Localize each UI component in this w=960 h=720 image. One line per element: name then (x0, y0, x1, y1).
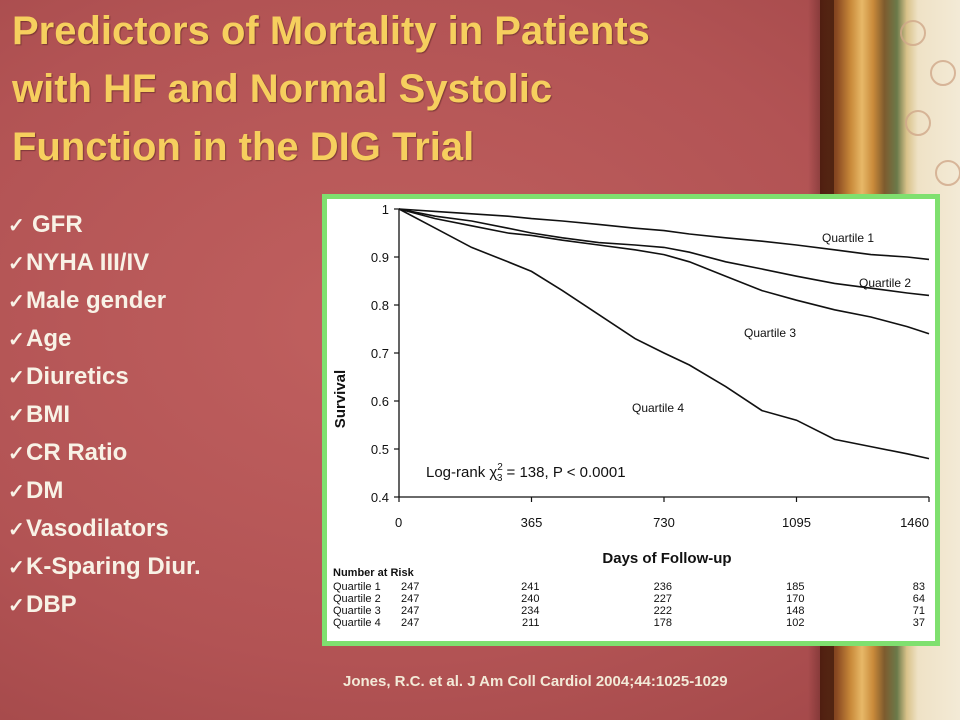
series-label-quartile-4: Quartile 4 (632, 401, 684, 415)
citation: Jones, R.C. et al. J Am Coll Cardiol 200… (343, 673, 728, 690)
series-line-quartile-2 (398, 208, 930, 297)
y-tick-label: 1 (382, 202, 389, 217)
survival-chart: Survival Days of Follow-up Log-rank χ2 3 … (332, 202, 930, 629)
risk-cell: 185 (786, 581, 804, 593)
checkmark-icon: ✓ (8, 556, 25, 579)
list-item: ✓ Age (8, 320, 201, 358)
risk-cell: 222 (654, 605, 672, 617)
risk-table-header: Number at Risk (333, 567, 415, 579)
list-item: ✓ K-Sparing Diur. (8, 548, 201, 586)
risk-cell: 211 (522, 617, 540, 629)
figure-panel: Survival Days of Follow-up Log-rank χ2 3 … (327, 199, 935, 641)
risk-cell: 247 (401, 581, 419, 593)
risk-row-label: Quartile 1 (333, 581, 381, 593)
flower-ornament (900, 20, 926, 46)
risk-table: Number at Risk (333, 567, 415, 579)
list-item: ✓ DM (8, 472, 201, 510)
list-item: ✓ GFR (8, 206, 201, 244)
predictor-label: DBP (26, 591, 77, 618)
risk-cell: 236 (654, 581, 672, 593)
checkmark-icon: ✓ (8, 290, 25, 313)
series-line-quartile-4 (398, 208, 930, 460)
risk-cell: 170 (786, 593, 804, 605)
list-item: ✓ Diuretics (8, 358, 201, 396)
risk-cell: 71 (913, 605, 925, 617)
predictor-label: DM (26, 477, 64, 504)
list-item: ✓ Male gender (8, 282, 201, 320)
risk-cell: 247 (401, 617, 419, 629)
risk-cell: 37 (913, 617, 925, 629)
predictor-label: Age (26, 325, 72, 352)
title-line: Predictors of Mortality in Patients (12, 9, 650, 53)
log-rank-annotation: Log-rank χ2 3 = 138, P < 0.0001 (426, 462, 626, 484)
risk-row-label: Quartile 3 (333, 605, 381, 617)
y-axis-label: Survival (332, 370, 349, 428)
checkmark-icon: ✓ (8, 328, 25, 351)
risk-cell: 227 (654, 593, 672, 605)
list-item: ✓ CR Ratio (8, 434, 201, 472)
flower-ornament (935, 160, 960, 186)
risk-cell: 148 (786, 605, 804, 617)
risk-cell: 178 (654, 617, 672, 629)
list-item: ✓ NYHA III/IV (8, 244, 201, 282)
figure-frame: Survival Days of Follow-up Log-rank χ2 3 … (322, 194, 940, 646)
y-tick-label: 0.7 (371, 346, 389, 361)
x-tick-label: 1460 (900, 515, 929, 530)
predictor-label: NYHA III/IV (26, 249, 150, 276)
predictor-label: Male gender (26, 287, 167, 314)
slide-title: Predictors of Mortality in Patients with… (12, 2, 812, 176)
series-label-quartile-2: Quartile 2 (859, 276, 911, 290)
risk-cell: 241 (521, 581, 539, 593)
risk-row-label: Quartile 2 (333, 593, 381, 605)
predictor-label: CR Ratio (26, 439, 128, 466)
checkmark-icon: ✓ (8, 404, 25, 427)
predictor-label: BMI (26, 401, 70, 428)
risk-cell: 234 (521, 605, 539, 617)
y-tick-label: 0.6 (371, 394, 389, 409)
x-tick-label: 1095 (782, 515, 811, 530)
x-tick-label: 365 (521, 515, 543, 530)
x-tick-label: 730 (653, 515, 675, 530)
x-tick-label: 0 (395, 515, 402, 530)
checkmark-icon: ✓ (8, 214, 25, 237)
y-tick-label: 0.9 (371, 250, 389, 265)
y-tick-label: 0.5 (371, 442, 389, 457)
checkmark-icon: ✓ (8, 480, 25, 503)
flower-ornament (930, 60, 956, 86)
risk-row-label: Quartile 4 (333, 617, 381, 629)
checkmark-icon: ✓ (8, 518, 25, 541)
title-line: with HF and Normal Systolic (12, 67, 553, 111)
flower-ornament (905, 110, 931, 136)
risk-cell: 102 (786, 617, 804, 629)
predictor-label: Diuretics (26, 363, 129, 390)
checkmark-icon: ✓ (8, 594, 25, 617)
series-line-quartile-1 (398, 208, 930, 261)
risk-cell: 240 (521, 593, 539, 605)
checkmark-icon: ✓ (8, 252, 25, 275)
risk-cell: 64 (913, 593, 925, 605)
list-item: ✓ Vasodilators (8, 510, 201, 548)
predictor-label: K-Sparing Diur. (26, 553, 201, 580)
risk-cell: 247 (401, 605, 419, 617)
risk-cell: 83 (913, 581, 925, 593)
title-line: Function in the DIG Trial (12, 125, 475, 169)
y-tick-label: 0.4 (371, 490, 389, 505)
y-tick-label: 0.8 (371, 298, 389, 313)
series-line-quartile-3 (398, 208, 930, 335)
series-label-quartile-1: Quartile 1 (822, 231, 874, 245)
risk-cell: 247 (401, 593, 419, 605)
x-axis-label: Days of Follow-up (602, 550, 731, 567)
list-item: ✓ DBP (8, 586, 201, 624)
predictor-label: GFR (32, 211, 83, 238)
list-item: ✓ BMI (8, 396, 201, 434)
predictor-label: Vasodilators (26, 515, 169, 542)
predictor-list: ✓ GFR ✓ NYHA III/IV ✓ Male gender ✓ Age ✓ Diu… (8, 206, 201, 624)
checkmark-icon: ✓ (8, 366, 25, 389)
checkmark-icon: ✓ (8, 442, 25, 465)
series-label-quartile-3: Quartile 3 (744, 326, 796, 340)
